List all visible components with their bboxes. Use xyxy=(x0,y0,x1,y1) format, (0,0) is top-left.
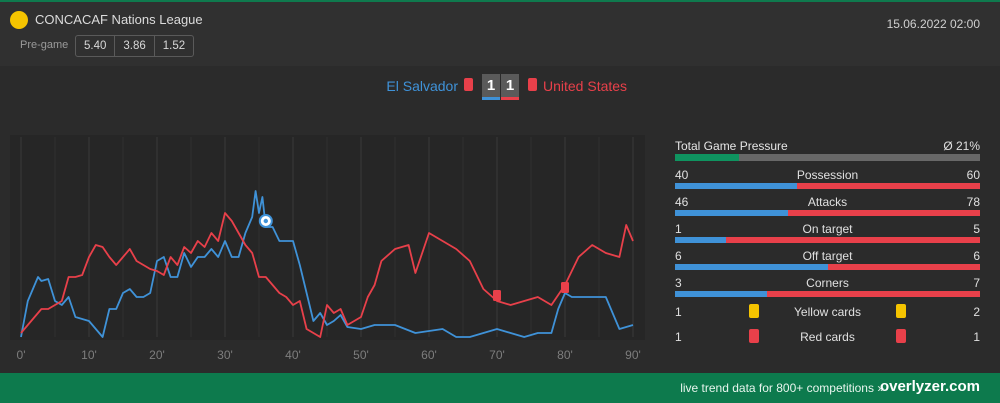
x-tick-label: 50' xyxy=(353,348,369,362)
yellow-cards-label: Yellow cards xyxy=(794,305,861,319)
stat-bar xyxy=(675,210,980,216)
odd-draw: 3.86 xyxy=(115,36,155,56)
stat-bar-home xyxy=(675,237,726,243)
home-score: 1 xyxy=(482,74,500,100)
x-tick-label: 60' xyxy=(421,348,437,362)
x-tick-label: 10' xyxy=(81,348,97,362)
home-yellow-card-icon xyxy=(749,304,759,318)
red-cards-label: Red cards xyxy=(800,330,855,344)
stat-home-value: 40 xyxy=(675,168,689,182)
pressure-value: Ø 21% xyxy=(943,139,980,153)
stat-row-corners: 3 Corners 7 xyxy=(675,273,980,300)
scoreline: El Salvador 1 1 United States xyxy=(0,72,1000,102)
match-header: CONCACAF Nations League 15.06.2022 02:00… xyxy=(0,2,1000,66)
footer-banner[interactable]: live trend data for 800+ competitions » … xyxy=(0,373,1000,403)
stat-bar-home xyxy=(675,210,789,216)
stat-home-value: 46 xyxy=(675,195,689,209)
x-tick-label: 20' xyxy=(149,348,165,362)
stat-home-value: 1 xyxy=(675,222,682,236)
stat-row-off-target: 6 Off target 6 xyxy=(675,246,980,273)
home-team-name[interactable]: El Salvador xyxy=(386,78,458,94)
x-tick-label: 70' xyxy=(489,348,505,362)
home-red-card-stat-icon xyxy=(749,329,759,343)
stat-rows: 40 Possession 60 46 Attacks 78 1 On target 5 6 Off… xyxy=(675,165,980,300)
odd-home: 5.40 xyxy=(76,36,116,56)
stat-bar-away xyxy=(766,291,980,297)
home-red-card-icon xyxy=(464,78,473,91)
pressure-trend-chart: 0' 10' 20' 30' 40' 50' 60' 70' 80' 90' xyxy=(10,135,645,362)
match-stats: Total Game Pressure Ø 21% 40 Possession 60… xyxy=(675,138,980,350)
goal-ball-center xyxy=(263,218,268,224)
x-tick-label: 30' xyxy=(217,348,233,362)
stat-bar-away xyxy=(797,183,980,189)
stat-bar-home xyxy=(675,291,767,297)
away-red-card-icon xyxy=(528,78,537,91)
away-red-count: 1 xyxy=(973,330,980,344)
stat-row-attacks: 46 Attacks 78 xyxy=(675,192,980,219)
away-pressure-line xyxy=(20,212,634,338)
pregame-odds: 5.40 3.86 1.52 xyxy=(75,35,195,57)
stat-bar xyxy=(675,264,980,270)
x-tick-label: 90' xyxy=(625,348,641,362)
stat-bar xyxy=(675,291,980,297)
stat-label: Possession xyxy=(796,168,859,182)
pressure-row: Total Game Pressure Ø 21% xyxy=(675,138,980,165)
stat-bar-away xyxy=(827,264,980,270)
stat-home-value: 6 xyxy=(675,249,682,263)
match-datetime: 15.06.2022 02:00 xyxy=(886,17,980,31)
away-score: 1 xyxy=(501,74,519,100)
stat-row-on-target: 1 On target 5 xyxy=(675,219,980,246)
home-yellow-count: 1 xyxy=(675,305,682,319)
pressure-bar xyxy=(675,154,980,161)
red-card-event-icon xyxy=(561,282,569,293)
away-red-card-stat-icon xyxy=(896,329,906,343)
league-badge-icon xyxy=(10,11,28,29)
red-card-event-icon xyxy=(493,290,501,301)
stat-away-value: 60 xyxy=(966,168,980,182)
stat-bar-away xyxy=(725,237,980,243)
stat-bar-home xyxy=(675,264,828,270)
stat-label: On target xyxy=(802,222,853,236)
pressure-bar-fill xyxy=(675,154,740,161)
red-cards-row: 1 Red cards 1 xyxy=(675,325,980,350)
stat-row-possession: 40 Possession 60 xyxy=(675,165,980,192)
stat-bar-away xyxy=(788,210,980,216)
stat-label: Corners xyxy=(806,276,849,290)
stat-away-value: 78 xyxy=(966,195,980,209)
pressure-label: Total Game Pressure xyxy=(675,139,788,153)
away-team-name[interactable]: United States xyxy=(543,78,628,94)
x-tick-label: 40' xyxy=(285,348,301,362)
odd-away: 1.52 xyxy=(162,40,186,52)
stat-label: Attacks xyxy=(807,195,848,209)
pregame-label: Pre-game xyxy=(20,39,69,51)
stat-away-value: 7 xyxy=(973,276,980,290)
footer-text[interactable]: live trend data for 800+ competitions » xyxy=(680,381,884,395)
league-name[interactable]: CONCACAF Nations League xyxy=(35,12,203,27)
home-pressure-line xyxy=(20,190,634,338)
stat-bar xyxy=(675,237,980,243)
footer-brand[interactable]: overlyzer.com xyxy=(879,378,980,395)
x-tick-label: 0' xyxy=(17,348,26,362)
stat-away-value: 5 xyxy=(973,222,980,236)
yellow-cards-row: 1 Yellow cards 2 xyxy=(675,300,980,325)
x-tick-label: 80' xyxy=(557,348,573,362)
away-yellow-count: 2 xyxy=(973,305,980,319)
home-red-count: 1 xyxy=(675,330,682,344)
stat-home-value: 3 xyxy=(675,276,682,290)
stat-bar xyxy=(675,183,980,189)
stat-label: Off target xyxy=(802,249,853,263)
away-yellow-card-icon xyxy=(896,304,906,318)
top-accent-line xyxy=(0,0,1000,2)
stat-away-value: 6 xyxy=(973,249,980,263)
stat-bar-home xyxy=(675,183,797,189)
